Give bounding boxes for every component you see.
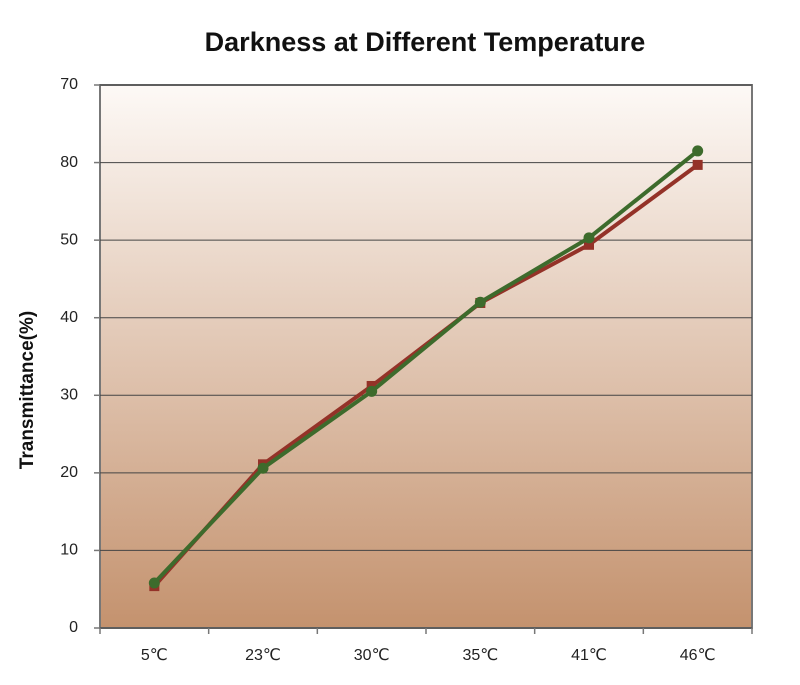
y-tick-label: 70 bbox=[60, 76, 78, 93]
plot-area bbox=[99, 84, 753, 629]
x-tick-label: 46℃ bbox=[680, 647, 716, 664]
data-point bbox=[584, 239, 594, 250]
chart-title: Darkness at Different Temperature bbox=[205, 27, 646, 57]
series-line bbox=[152, 149, 699, 585]
x-tick-label: 5℃ bbox=[141, 647, 168, 664]
y-tick-label: 50 bbox=[60, 231, 78, 248]
data-point bbox=[148, 577, 160, 589]
data-point bbox=[583, 232, 595, 244]
y-tick-label: 30 bbox=[60, 387, 78, 404]
y-tick-label: 40 bbox=[60, 309, 78, 326]
data-point bbox=[474, 296, 486, 308]
y-axis-label: Transmittance(%) bbox=[17, 311, 38, 469]
x-tick-label: 35℃ bbox=[462, 647, 498, 664]
data-point bbox=[692, 145, 704, 157]
x-tick-label: 23℃ bbox=[245, 647, 281, 664]
y-tick-label: 20 bbox=[60, 464, 78, 481]
data-point bbox=[692, 159, 703, 170]
x-tick-label: 41℃ bbox=[571, 647, 607, 664]
y-tick-label: 10 bbox=[60, 542, 78, 559]
data-point bbox=[257, 462, 269, 474]
y-tick-label: 80 bbox=[60, 154, 78, 171]
y-tick-label: 0 bbox=[69, 619, 78, 636]
data-point bbox=[366, 385, 378, 397]
x-tick-label: 30℃ bbox=[354, 647, 390, 664]
